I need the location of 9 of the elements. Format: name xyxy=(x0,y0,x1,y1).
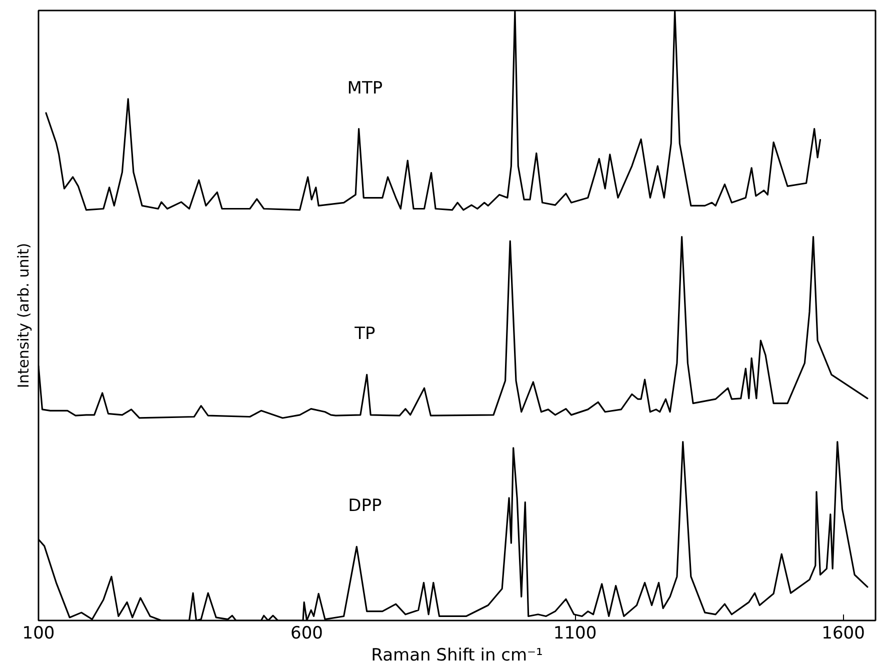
x-tick-label: 1100 xyxy=(553,624,597,644)
x-tick-label: 100 xyxy=(22,624,55,644)
series-label: TP xyxy=(354,324,376,344)
x-tick-label: 1600 xyxy=(822,624,865,644)
x-tick-label: 600 xyxy=(290,624,323,644)
series-label: DPP xyxy=(348,496,382,516)
x-axis-title: Raman Shift in cm⁻¹ xyxy=(371,646,543,666)
series-label: MTP xyxy=(347,78,383,98)
y-axis-title: Intensity (arb. unit) xyxy=(14,242,32,388)
